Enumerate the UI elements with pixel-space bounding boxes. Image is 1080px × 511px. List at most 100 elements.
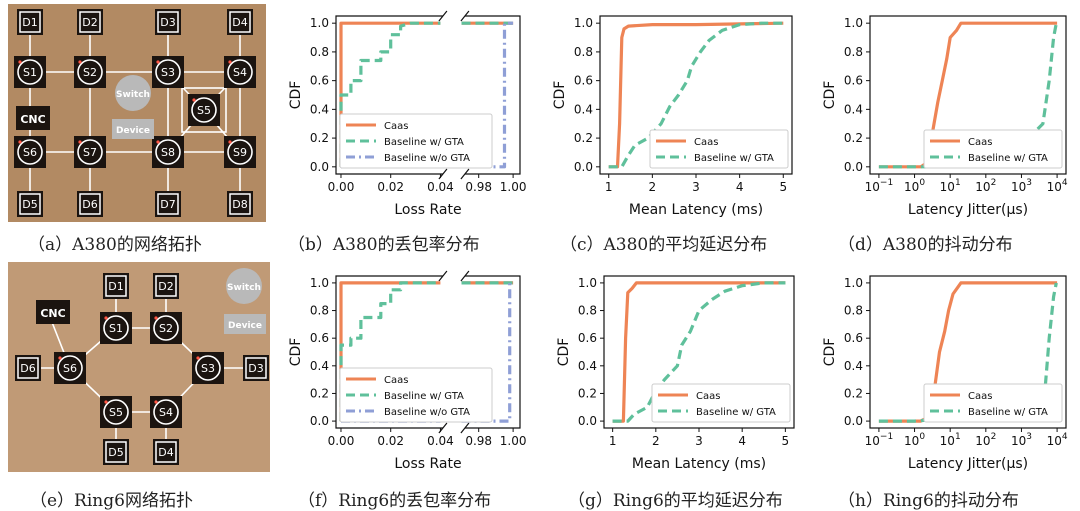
switch-ring [103,399,129,425]
switch-ring [153,399,179,425]
series-line-caas [608,21,784,169]
device-body [227,191,253,217]
switch-led [196,356,200,360]
switch-led [192,98,196,102]
device-frame [229,11,251,33]
legend-label: Baseline w/o GTA [384,153,470,164]
x-axis-label: Loss Rate [394,456,461,472]
device-label: D6 [20,362,35,375]
chart-mean-latency-a380: 0.0 0.2 0.4 0.6 0.8 1.0 1 2 3 4 5 Caas Baseline w/ G… [552,15,793,218]
y-tick-label: 0.0 [844,414,863,428]
x-tick-label: 0.04 [427,434,454,448]
device-body [17,191,43,217]
switch-led [156,60,160,64]
wood-background [8,4,266,222]
y-tick-label: 0.2 [310,131,329,145]
switch-label: S9 [233,146,247,159]
x-axis-label: Mean Latency (ms) [629,202,763,218]
y-tick-label: 0.2 [844,386,863,400]
device-frame [157,11,179,33]
chart-legend: Caas Baseline w/ GTA Baseline w/o GTA [339,367,493,423]
legend-label: Baseline w/ GTA [384,391,464,402]
legend-label: Caas [968,391,992,402]
x-tick-label: 4 [738,434,746,448]
switch-label: S1 [109,322,123,335]
x-tick-label: 10−1 [865,432,894,448]
switch-label: S3 [201,362,215,375]
device-frame [17,357,39,379]
topology-a380-devices: D1 D2 D3 D4 D5 D6 D7 D8 [17,9,253,217]
axis-break-mark [460,10,470,22]
x-tick-label: 103 [1011,178,1032,194]
switch-label: S1 [23,66,37,79]
y-tick-label: 0.4 [310,359,329,373]
x-tick-label: 101 [940,432,961,448]
device-label: D5 [108,446,123,459]
switch-node-s2: S2 [150,312,182,344]
device-node-d2: D2 [77,9,103,35]
x-tick-label: 1.00 [500,434,527,448]
switch-ring [103,315,129,341]
x-tick-label: 3 [692,180,700,194]
switch-label: S2 [159,322,173,335]
switch-led [154,400,158,404]
wood-background [8,262,270,472]
legend-device-label: Device [116,126,150,136]
switch-led [18,140,22,144]
switch-ring [191,97,217,123]
switch-label: S4 [233,66,247,79]
x-tick-label: 1 [605,180,613,194]
y-tick-label: 0.8 [310,304,329,318]
caption-h: （h）Ring6的抖动分布 [838,491,1019,511]
device-frame [105,275,127,297]
y-tick-label: 0.8 [578,304,597,318]
cnc-node: CNC [36,300,70,324]
switch-label: S7 [83,146,97,159]
switch-ring [227,139,253,165]
x-tick-label: 0.04 [427,180,454,194]
switch-node-s1: S1 [100,312,132,344]
y-tick-label: 0.8 [310,45,329,59]
switch-ring [155,139,181,165]
x-tick-label: 100 [904,432,925,448]
axis-break-mark [438,270,448,282]
device-node-d1: D1 [103,273,129,299]
legend-label: Caas [384,121,408,132]
y-tick-label: 0.2 [578,386,597,400]
device-label: D4 [158,446,173,459]
x-tick-label: 0.02 [377,180,404,194]
device-frame [157,193,179,215]
x-tick-label: 3 [695,434,703,448]
axis-break-mark [460,422,470,434]
series-line-caas [612,281,786,423]
x-tick-label: 5 [779,180,787,194]
device-label: D2 [82,16,97,29]
caption-e: （e）Ring6网络拓扑 [30,491,193,511]
switch-node-s6: S6 [54,352,86,384]
legend-switch-label: Switch [227,283,261,293]
y-tick-label: 0.4 [574,102,593,116]
y-tick-label: 1.0 [574,16,593,30]
switch-node-s2: S2 [74,56,106,88]
y-tick-label: 0.0 [574,160,593,174]
legend-device: Device [224,314,266,334]
x-tick-label: 1.00 [500,180,527,194]
switch-led [104,316,108,320]
legend-label: Caas [968,137,992,148]
device-frame [245,357,267,379]
device-label: D8 [232,198,247,211]
y-tick-label: 0.2 [574,131,593,145]
switch-node-s5: S5 [188,94,220,126]
device-label: D3 [248,362,263,375]
switch-node-s6: S6 [14,136,46,168]
caption-a: （a）A380的网络拓扑 [28,235,202,255]
switch-ring [227,59,253,85]
cnc-label: CNC [40,307,65,320]
device-body [155,9,181,35]
x-tick-label: 2 [649,180,657,194]
switch-label: S6 [23,146,37,159]
device-label: D6 [82,198,97,211]
device-node-d3: D3 [155,9,181,35]
caption-b: （b）A380的丢包率分布 [288,235,480,255]
